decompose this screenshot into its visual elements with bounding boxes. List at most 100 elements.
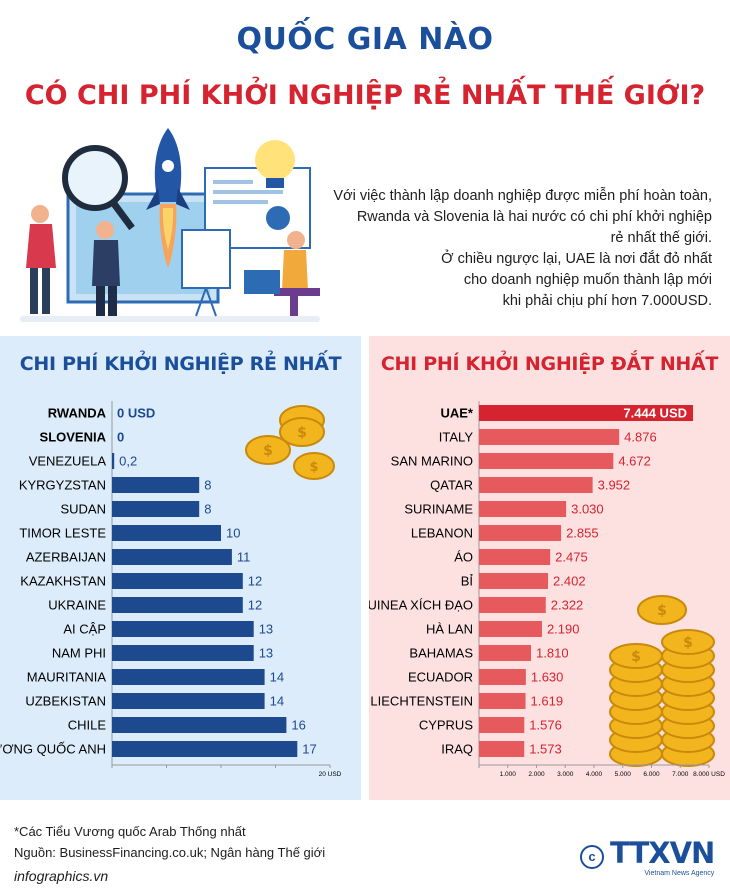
bar (112, 501, 200, 517)
value-label: 2.402 (553, 574, 586, 589)
bar (479, 597, 546, 613)
svg-text:$: $ (683, 635, 693, 651)
bar (479, 717, 525, 733)
value-label: 1.630 (531, 670, 564, 685)
category-label: ITALY (439, 430, 474, 445)
category-label: LEBANON (411, 526, 473, 541)
bar (479, 501, 567, 517)
bar (112, 525, 221, 541)
value-label: 12 (248, 574, 262, 589)
category-label: ECUADOR (408, 670, 473, 685)
bar (112, 717, 287, 733)
category-label: CYPRUS (419, 718, 474, 733)
category-label: UAE* (440, 406, 473, 421)
category-label: AZERBAIJAN (26, 550, 106, 565)
category-label: KYRGYZSTAN (19, 478, 106, 493)
category-label: SAN MARINO (391, 454, 473, 469)
value-label: 3.952 (598, 478, 631, 493)
value-label: 8 (204, 478, 211, 493)
category-label: MAURITANIA (27, 670, 107, 685)
intro-line: khi phải chịu phí hơn 7.000USD. (502, 293, 712, 309)
category-label: HÀ LAN (426, 622, 473, 637)
category-label: VENEZUELA (29, 454, 107, 469)
value-label: 0 USD (117, 406, 155, 421)
bar (112, 549, 232, 565)
copyright-icon: c (580, 844, 604, 869)
x-tick-label: 7.000 (672, 771, 689, 778)
category-label: UKRAINE (48, 598, 106, 613)
svg-text:$: $ (297, 425, 307, 441)
category-label: KAZAKHSTAN (20, 574, 106, 589)
bar (112, 621, 254, 637)
logo-subtitle: Vietnam News Agency (644, 870, 715, 877)
value-label: 13 (259, 622, 273, 637)
value-label: 14 (270, 670, 284, 685)
x-tick-label: 4.000 (586, 771, 603, 778)
value-label: 1.576 (529, 718, 562, 733)
value-label: 1.573 (529, 742, 562, 757)
expensive-bar-chart: 1.000 2.000 3.000 4.000 5.000 6.000 7.000 8.000… (369, 401, 725, 778)
category-label: RWANDA (48, 406, 107, 421)
bar (479, 549, 551, 565)
coin-stacks-icon: $ $ $ (609, 595, 715, 767)
category-label: BAHAMAS (409, 646, 473, 661)
category-label: GUINEA XÍCH ĐẠO (369, 598, 473, 613)
value-label: 17 (302, 742, 316, 757)
category-label: SURINAME (404, 502, 473, 517)
value-label: 0,2 (119, 454, 137, 469)
logo-text: TTXVN (610, 836, 715, 870)
category-label: ÁO (454, 550, 473, 565)
bar (112, 741, 298, 757)
x-tick-label: 6.000 (643, 771, 660, 778)
category-label: CHILE (68, 718, 107, 733)
bar (479, 405, 694, 421)
bar (112, 645, 254, 661)
bar (479, 477, 593, 493)
category-label: VƯƠNG QUỐC ANH (0, 742, 106, 757)
bar (112, 693, 265, 709)
value-label: 7.444 USD (623, 406, 687, 421)
value-label: 3.030 (571, 502, 604, 517)
bar (479, 453, 614, 469)
value-label: 1.619 (531, 694, 564, 709)
category-label: NAM PHI (52, 646, 106, 661)
bar (112, 477, 200, 493)
svg-text:$: $ (657, 603, 667, 619)
intro-line: Ở chiều ngược lại, UAE là nơi đắt đỏ nhấ… (441, 251, 712, 267)
intro-line: Với việc thành lập doanh nghiệp được miễ… (333, 188, 712, 204)
bar (479, 621, 542, 637)
bar (479, 429, 620, 445)
cheapest-chart-title: CHI PHÍ KHỞI NGHIỆP RẺ NHẤT (19, 353, 342, 375)
bar (112, 453, 115, 469)
value-label: 1.810 (536, 646, 569, 661)
value-label: 2.322 (551, 598, 584, 613)
page-subtitle: CÓ CHI PHÍ KHỞI NGHIỆP RẺ NHẤT THẾ GIỚI? (24, 80, 706, 111)
cheapest-bar-chart: 20 USD RWANDA 0 USD SLOVENIA 0 VENEZUELA 0,2 KY… (0, 401, 342, 778)
expensive-chart-title: CHI PHÍ KHỞI NGHIỆP ĐẮT NHẤT (380, 353, 719, 375)
category-label: SUDAN (60, 502, 106, 517)
svg-text:$: $ (309, 460, 318, 475)
svg-text:$: $ (263, 443, 273, 459)
intro-text: Với việc thành lập doanh nghiệp được miễ… (300, 186, 712, 312)
site-link[interactable]: infographics.vn (14, 868, 109, 884)
value-label: 2.475 (555, 550, 588, 565)
x-tick-label: 8.000 USD (693, 771, 725, 778)
category-label: AI CẬP (63, 622, 106, 637)
bar (112, 597, 243, 613)
bar (479, 645, 532, 661)
category-label: LIECHTENSTEIN (370, 694, 473, 709)
value-label: 11 (237, 550, 251, 565)
x-tick-label: 5.000 (615, 771, 632, 778)
category-label: BỈ (461, 574, 474, 589)
x-tick-label: 20 USD (319, 771, 342, 778)
value-label: 2.190 (547, 622, 580, 637)
footnote: *Các Tiểu Vương quốc Arab Thống nhất (14, 824, 246, 839)
bar (112, 669, 265, 685)
svg-text:$: $ (631, 649, 641, 665)
category-label: TIMOR LESTE (19, 526, 106, 541)
x-tick-label: 3.000 (557, 771, 574, 778)
category-label: QATAR (430, 478, 473, 493)
value-label: 8 (204, 502, 211, 517)
value-label: 4.672 (618, 454, 651, 469)
value-label: 13 (259, 646, 273, 661)
